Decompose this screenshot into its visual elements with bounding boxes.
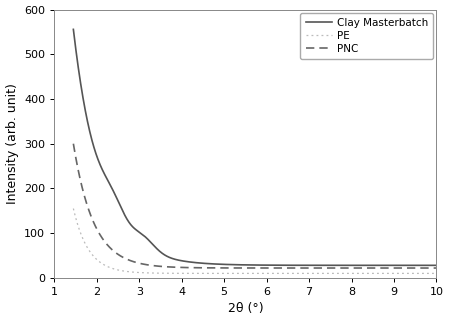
Clay Masterbatch xyxy=(434,264,439,267)
PE xyxy=(247,272,253,275)
X-axis label: 2θ (°): 2θ (°) xyxy=(228,302,263,316)
Clay Masterbatch xyxy=(423,264,429,267)
Line: Clay Masterbatch: Clay Masterbatch xyxy=(73,30,436,265)
PNC xyxy=(423,266,429,270)
PNC xyxy=(70,142,76,146)
PNC xyxy=(357,266,362,270)
PE xyxy=(70,207,76,211)
Y-axis label: Intensity (arb. unit): Intensity (arb. unit) xyxy=(5,83,18,204)
PNC xyxy=(423,266,428,270)
Line: PNC: PNC xyxy=(73,144,436,268)
PE xyxy=(423,272,428,275)
PNC xyxy=(434,266,439,270)
PNC xyxy=(247,266,253,270)
Clay Masterbatch xyxy=(238,263,243,267)
PE xyxy=(238,272,243,275)
Clay Masterbatch xyxy=(70,28,76,31)
PNC xyxy=(238,266,243,270)
Clay Masterbatch xyxy=(247,263,253,267)
PNC xyxy=(89,216,95,220)
PE xyxy=(357,272,362,275)
Clay Masterbatch xyxy=(89,138,95,142)
Line: PE: PE xyxy=(73,209,436,273)
Clay Masterbatch xyxy=(357,264,362,267)
Clay Masterbatch xyxy=(423,264,428,267)
PE xyxy=(434,272,439,275)
Legend: Clay Masterbatch, PE, PNC: Clay Masterbatch, PE, PNC xyxy=(300,13,433,59)
PE xyxy=(423,272,429,275)
PE xyxy=(89,252,95,256)
